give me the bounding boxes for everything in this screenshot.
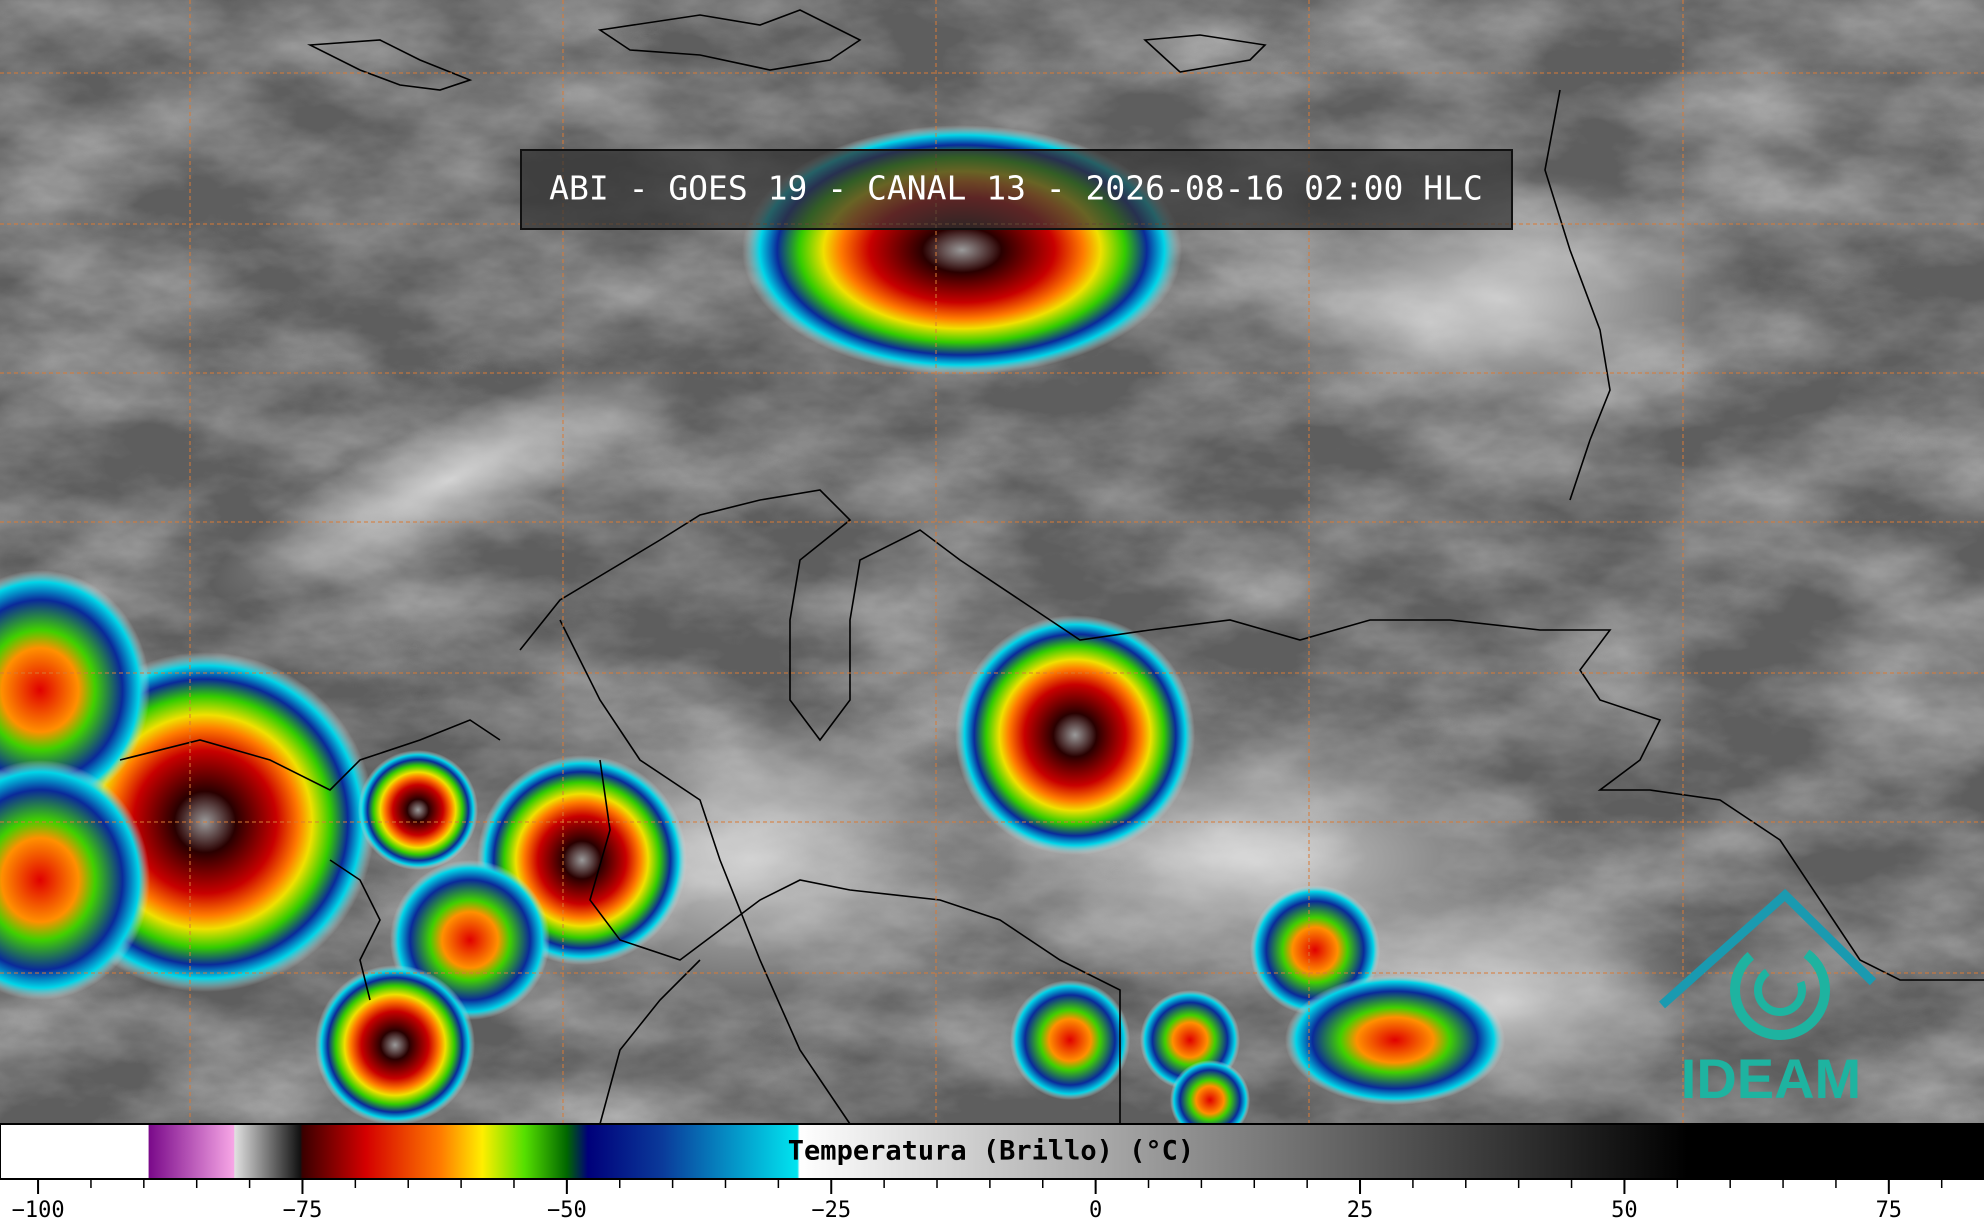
tick-label: −25 — [811, 1198, 851, 1222]
logo-text: IDEAM — [1681, 1047, 1861, 1110]
title-box: ABI - GOES 19 - CANAL 13 - 2026-08-16 02… — [520, 149, 1513, 230]
tick-label: −75 — [283, 1198, 323, 1222]
colorbar — [0, 1123, 1984, 1180]
tick-label: 25 — [1347, 1198, 1374, 1222]
storms — [0, 125, 1505, 1140]
tick-label: 50 — [1611, 1198, 1638, 1222]
graticule — [0, 0, 1984, 1124]
logo: IDEAM — [1659, 888, 1877, 1110]
tick-label: 75 — [1876, 1198, 1903, 1222]
colorbar-label: Temperatura (Brillo) (°C) — [788, 1136, 1194, 1167]
tick-label: −50 — [547, 1198, 587, 1222]
colorbar-ticks: −100 −75 −50 −25 0 25 50 75 — [12, 1180, 1943, 1223]
tick-label: −100 — [12, 1198, 65, 1222]
tick-label: 0 — [1089, 1198, 1102, 1222]
title: ABI - GOES 19 - CANAL 13 - 2026-08-16 02… — [549, 169, 1483, 208]
